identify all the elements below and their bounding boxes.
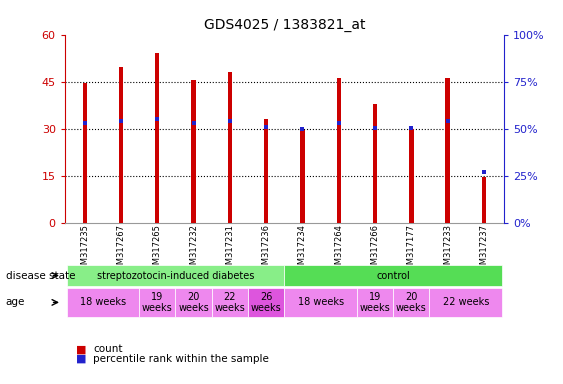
Bar [430, 288, 502, 317]
Bar [300, 130, 305, 223]
Text: ■: ■ [76, 354, 87, 364]
Bar [248, 288, 284, 317]
Bar [357, 288, 393, 317]
Bar [445, 78, 450, 223]
Text: 18 weeks: 18 weeks [297, 297, 343, 308]
Text: 19
weeks: 19 weeks [142, 291, 173, 313]
Text: 20
weeks: 20 weeks [178, 291, 209, 313]
Title: GDS4025 / 1383821_at: GDS4025 / 1383821_at [204, 18, 365, 32]
Text: ■: ■ [76, 344, 87, 354]
Text: control: control [376, 270, 410, 281]
Text: percentile rank within the sample: percentile rank within the sample [93, 354, 269, 364]
Bar [393, 288, 430, 317]
Text: 20
weeks: 20 weeks [396, 291, 427, 313]
Bar [337, 78, 341, 223]
Text: 26
weeks: 26 weeks [251, 291, 282, 313]
Bar [66, 288, 139, 317]
Bar [176, 288, 212, 317]
Bar [66, 265, 284, 286]
Text: 22 weeks: 22 weeks [443, 297, 489, 308]
Text: 19
weeks: 19 weeks [360, 291, 390, 313]
Bar [119, 68, 123, 223]
Bar [212, 288, 248, 317]
Text: streptozotocin-induced diabetes: streptozotocin-induced diabetes [97, 270, 254, 281]
Bar [191, 80, 196, 223]
Bar [409, 129, 413, 223]
Text: count: count [93, 344, 122, 354]
Text: age: age [6, 297, 25, 308]
Bar [284, 288, 357, 317]
Bar [373, 104, 377, 223]
Bar [83, 83, 87, 223]
Bar [227, 72, 232, 223]
Bar [482, 177, 486, 223]
Bar [139, 288, 176, 317]
Bar [284, 265, 502, 286]
Bar [264, 119, 269, 223]
Text: disease state: disease state [6, 270, 75, 281]
Text: 22
weeks: 22 weeks [215, 291, 245, 313]
Bar [155, 53, 159, 223]
Text: 18 weeks: 18 weeks [80, 297, 126, 308]
